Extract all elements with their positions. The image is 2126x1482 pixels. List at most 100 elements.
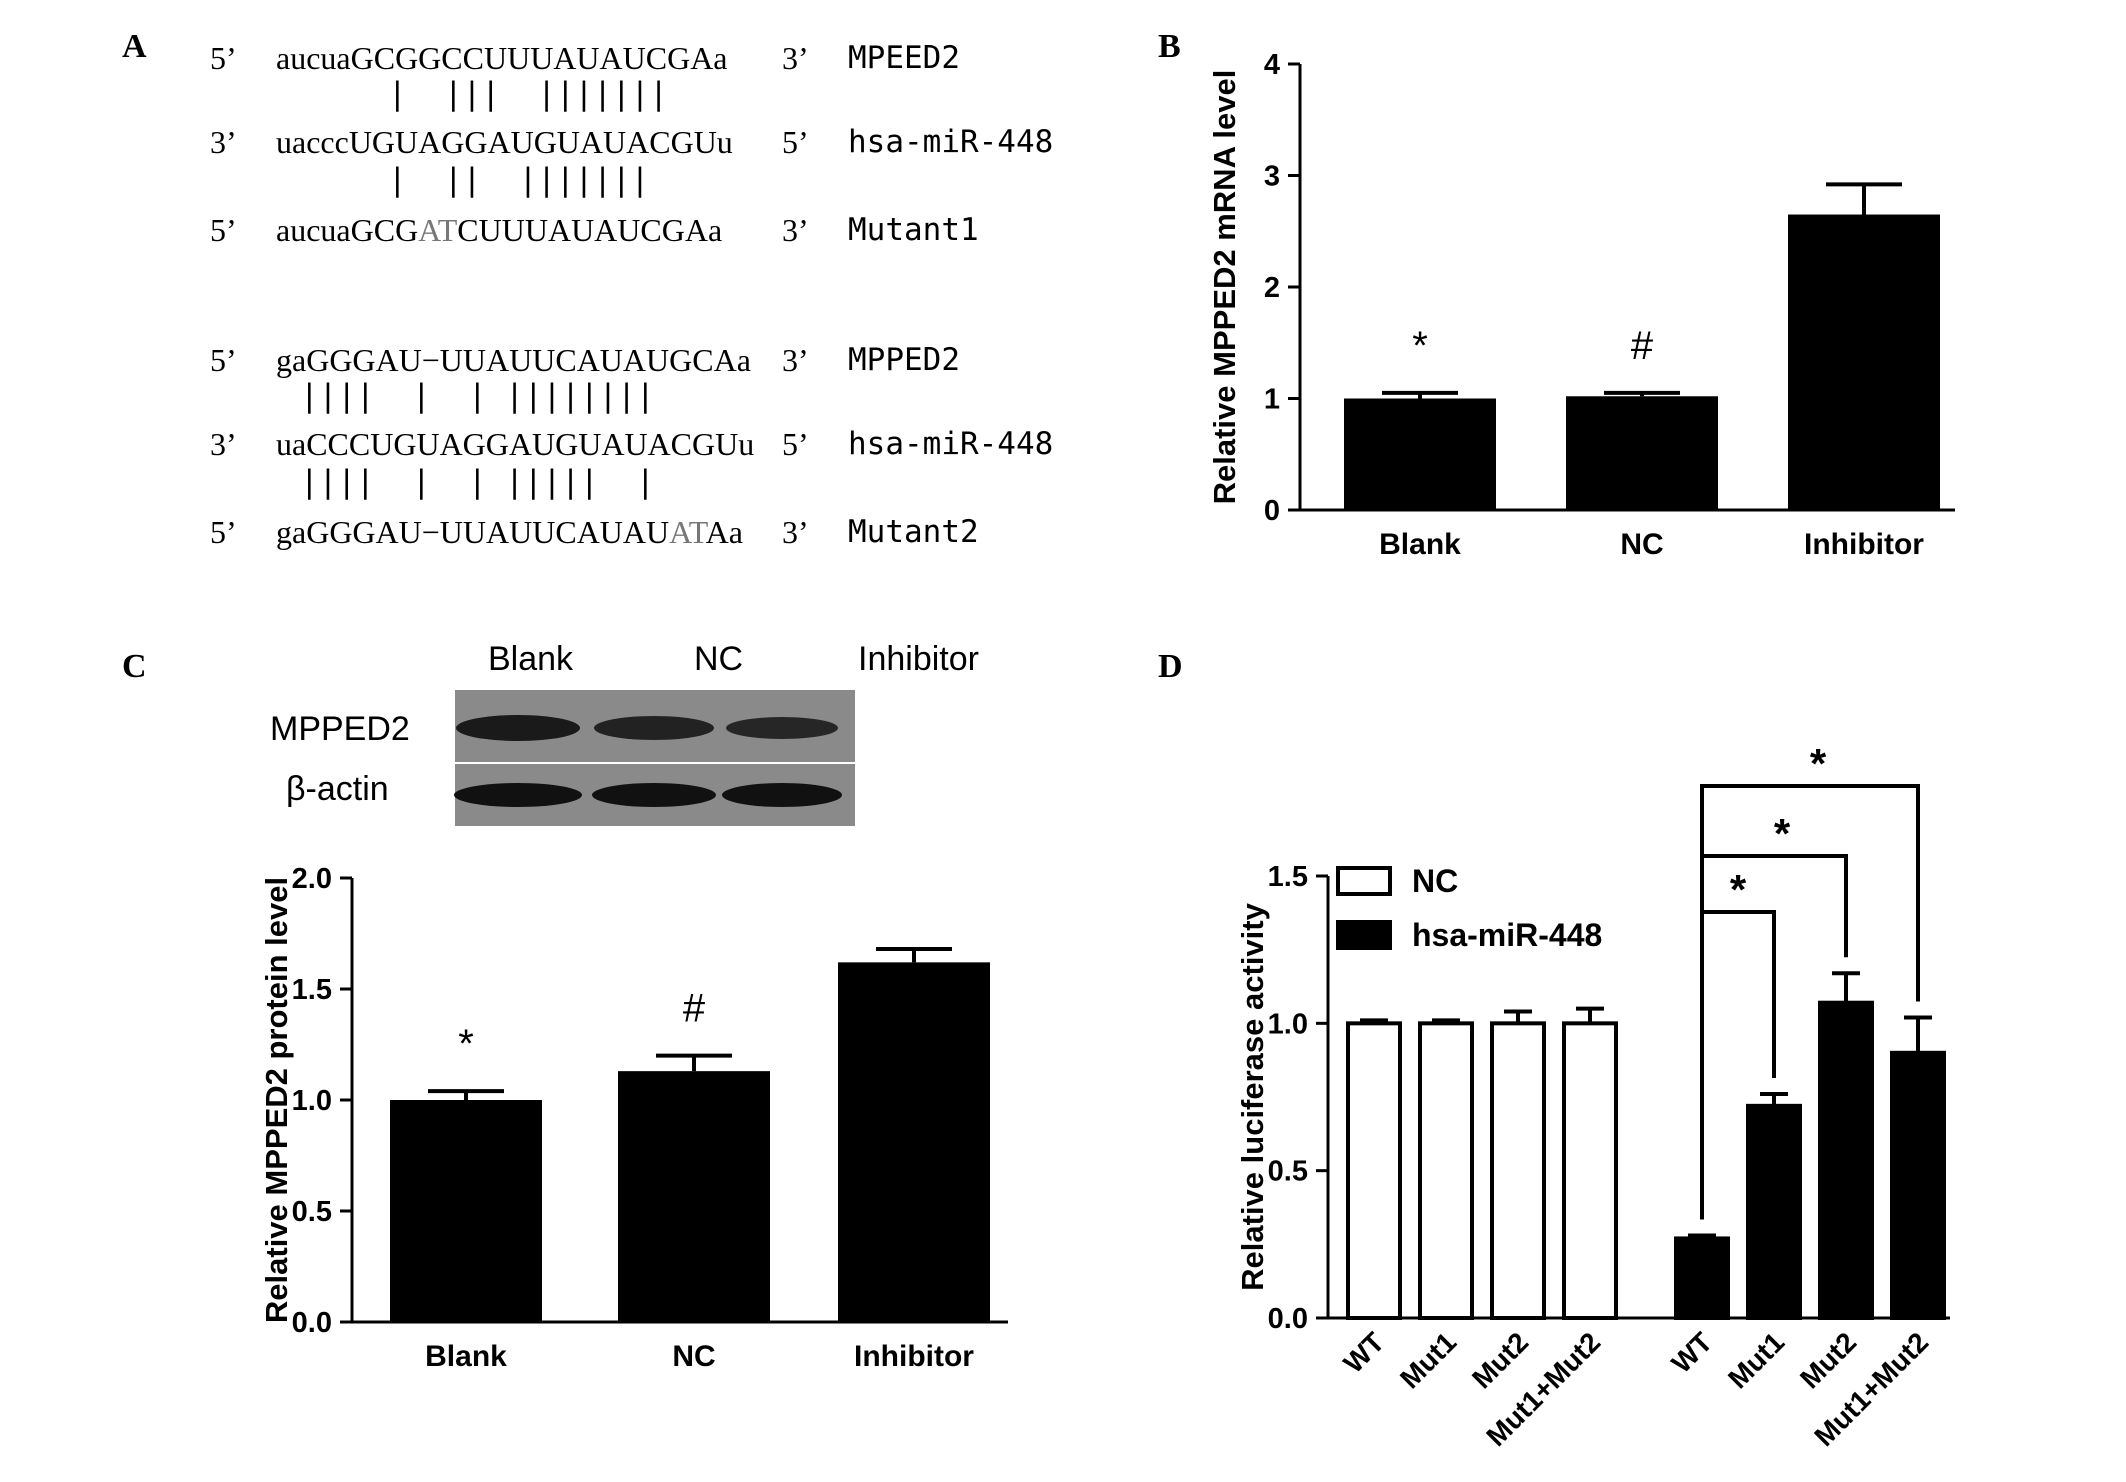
bar	[838, 962, 990, 1322]
x-tick-label: Inhibitor	[854, 1340, 974, 1373]
sequence-name: MPPED2	[848, 342, 960, 378]
sequence-end-label: 5’	[782, 124, 809, 160]
significance-marker: *	[1774, 810, 1791, 857]
y-tick-label: 1.5	[292, 974, 332, 1006]
sequence-text: gaGGGAU−UUAUUCAUAUGCAa	[276, 342, 751, 378]
blot-row-label-actin: β-actin	[286, 770, 389, 808]
sequence-text: uacccUGUAGGAUGUAUACGUu	[276, 124, 733, 160]
western-blot: Blank NC Inhibitor MPPED2 β-actin	[270, 640, 1010, 850]
sequence-name: hsa-miR-448	[848, 124, 1054, 160]
blot-lane-label-nc: NC	[694, 640, 744, 678]
y-tick-label: 0.5	[292, 1196, 332, 1228]
sequence-part: aucuaGCG	[276, 212, 419, 248]
bar	[1490, 1021, 1546, 1320]
y-tick-label: 0.0	[1268, 1303, 1308, 1335]
x-tick-label: Mut2	[1794, 1326, 1862, 1394]
bar	[1818, 1000, 1874, 1320]
y-tick-label: 1.0	[292, 1085, 332, 1117]
panel-label-d: D	[1158, 648, 1183, 685]
significance-marker: #	[1631, 324, 1654, 368]
legend-label: hsa-miR-448	[1412, 917, 1602, 953]
blot-image	[454, 690, 855, 826]
sequence-text: uaCCCUGUAGGAUGUAUACGUu	[276, 426, 755, 462]
x-tick-label: WT	[1666, 1326, 1719, 1379]
legend-label: NC	[1412, 863, 1458, 899]
bar	[1566, 396, 1718, 510]
bar	[618, 1071, 770, 1322]
x-tick-label: Mut2	[1466, 1326, 1534, 1394]
significance-bracket	[1700, 784, 1920, 1220]
bar	[1562, 1021, 1618, 1320]
sequence-text: aucuaGCGATCUUUAUAUCGAa	[276, 212, 722, 249]
legend-swatch-nc	[1336, 866, 1392, 896]
mutated-bases: AT	[418, 212, 458, 248]
base-pair-lines: | || |||||||	[388, 162, 650, 198]
sequence-end-label: 5’	[210, 342, 237, 378]
bar	[390, 1100, 542, 1322]
legend-swatch-mir	[1336, 920, 1392, 950]
y-tick-label: 1.5	[1268, 861, 1308, 893]
sequence-part: Aa	[705, 514, 743, 550]
sequence-name: hsa-miR-448	[848, 426, 1054, 462]
panel-label-c: C	[122, 648, 147, 685]
sequence-name: MPEED2	[848, 40, 960, 76]
y-tick-label: 0	[1264, 495, 1280, 527]
base-pair-lines: |||| | | ||||| |	[300, 464, 655, 500]
sequence-part: CUUUAUAUCGAa	[457, 212, 723, 248]
sequence-end-label: 5’	[210, 40, 237, 76]
bar	[1418, 1021, 1474, 1320]
x-tick-label: NC	[672, 1340, 715, 1373]
x-tick-label: WT	[1338, 1326, 1391, 1379]
bar	[1346, 1021, 1402, 1320]
panel-label-a: A	[122, 28, 147, 65]
sequence-end-label: 5’	[210, 212, 237, 248]
bar	[1788, 214, 1940, 510]
bar	[1344, 398, 1496, 510]
x-tick-label: Inhibitor	[1804, 528, 1924, 561]
sequence-end-label: 3’	[782, 342, 809, 378]
y-tick-label: 3	[1264, 161, 1280, 193]
significance-marker: *	[1412, 324, 1428, 368]
y-axis-label: Relative MPPED2 protein level	[259, 877, 294, 1323]
significance-marker: *	[1730, 866, 1747, 913]
significance-marker: *	[1810, 740, 1827, 787]
base-pair-lines: | ||| |||||||	[388, 76, 668, 112]
y-tick-label: 1	[1264, 384, 1280, 416]
sequence-end-label: 5’	[210, 514, 237, 550]
blot-lane-label-blank: Blank	[488, 640, 574, 678]
sequence-name: Mutant1	[848, 212, 979, 248]
x-tick-label: Blank	[1379, 528, 1461, 561]
bar	[1746, 1103, 1802, 1320]
x-tick-label: NC	[1620, 528, 1663, 561]
sequence-part: gaGGGAU−UUAUUCAUAU	[276, 514, 670, 550]
sequence-name: Mutant2	[848, 514, 979, 550]
y-tick-label: 2.0	[292, 863, 332, 895]
sequence-end-label: 5’	[782, 426, 809, 462]
y-axis-label: Relative luciferase activity	[1235, 902, 1270, 1290]
sequence-end-label: 3’	[782, 212, 809, 248]
bar	[1674, 1236, 1730, 1320]
sequence-end-label: 3’	[782, 40, 809, 76]
y-tick-label: 4	[1264, 49, 1280, 81]
y-axis-label: Relative MPPED2 mRNA level	[1207, 70, 1242, 505]
sequence-text: aucuaGCGGCCUUUAUAUCGAa	[276, 40, 728, 76]
x-tick-label: Blank	[425, 1340, 507, 1373]
bar	[1890, 1050, 1946, 1321]
significance-marker: *	[458, 1022, 474, 1066]
y-tick-label: 1.0	[1268, 1008, 1308, 1040]
blot-row-label-mpped2: MPPED2	[270, 710, 410, 748]
blot-lane-label-inhibitor: Inhibitor	[858, 640, 979, 678]
y-tick-label: 0.5	[1268, 1156, 1308, 1188]
mutated-bases: AT	[669, 514, 706, 550]
sequence-end-label: 3’	[210, 426, 237, 462]
significance-marker: #	[683, 987, 706, 1031]
sequence-end-label: 3’	[782, 514, 809, 550]
sequence-end-label: 3’	[210, 124, 237, 160]
base-pair-lines: |||| | | ||||||||	[300, 378, 655, 414]
y-tick-label: 2	[1264, 272, 1280, 304]
x-tick-label: Mut1	[1394, 1326, 1462, 1394]
panel-label-b: B	[1158, 28, 1181, 65]
y-tick-label: 0.0	[292, 1307, 332, 1339]
x-tick-label: Mut1	[1722, 1326, 1790, 1394]
